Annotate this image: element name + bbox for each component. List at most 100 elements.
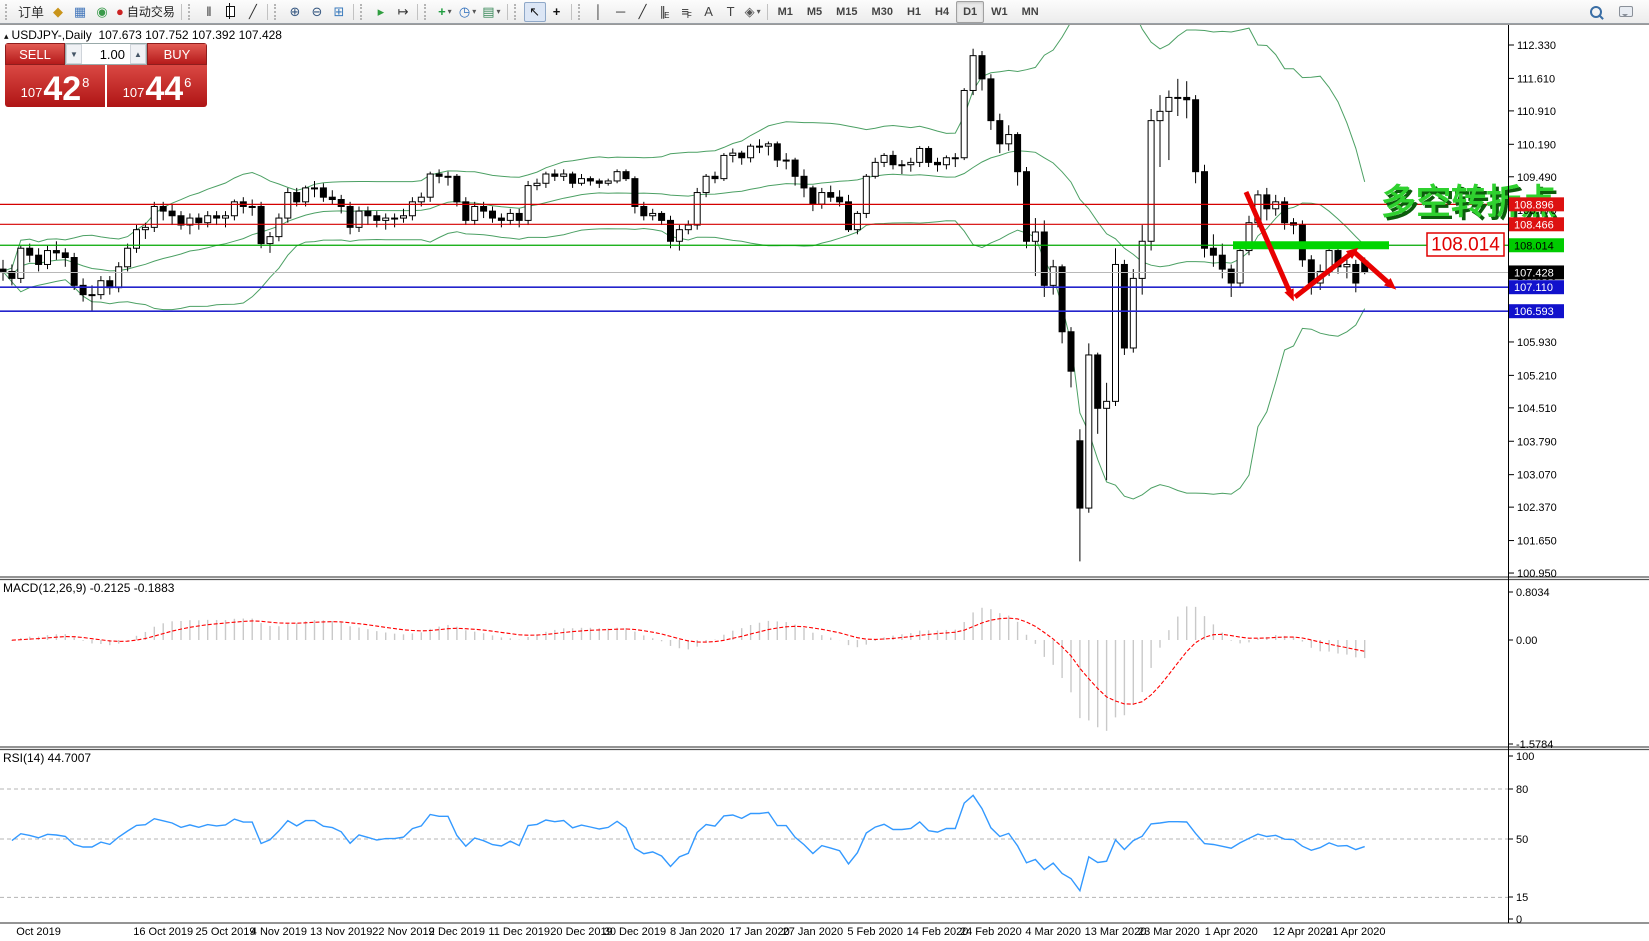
tile-windows-icon[interactable]: ⊞ <box>328 2 350 22</box>
candlestick-body <box>1103 400 1111 409</box>
fibonacci-icon[interactable]: ≡ F <box>681 4 692 20</box>
candlestick-body <box>79 284 87 296</box>
timeframe-button-d1[interactable]: D1 <box>956 0 985 23</box>
open-template-icon[interactable]: ◆ <box>47 2 69 22</box>
timeframe-button-m15[interactable]: M15 <box>836 5 858 18</box>
text-label-icon[interactable]: T <box>720 2 742 22</box>
candlestick-body <box>26 247 34 256</box>
candlestick-body <box>115 266 123 289</box>
arrow-styles-icon[interactable]: ◈ ▾ <box>744 3 761 19</box>
candlestick-body <box>773 143 781 161</box>
price-tag-label: 108.014 <box>1514 240 1554 252</box>
candlestick-body <box>907 161 915 166</box>
sell-price-display[interactable]: 107 42 8 <box>5 65 105 107</box>
trend-arrows[interactable] <box>1243 190 1397 302</box>
candlestick-body <box>631 178 639 207</box>
timeframe-button-mn[interactable]: MN <box>1021 5 1039 18</box>
buy-button[interactable]: BUY <box>147 43 207 65</box>
candlestick-body <box>1040 231 1048 286</box>
macd-indicator-label: MACD(12,26,9) -0.2125 -0.1883 <box>3 581 175 595</box>
trend-arrow-head <box>1284 288 1294 302</box>
buy-price-pip: 6 <box>184 75 192 90</box>
cursor-icon[interactable]: ↖ <box>523 1 546 22</box>
line-chart-icon[interactable]: ╱ <box>242 2 264 22</box>
horizontal-line-icon[interactable]: ─ <box>610 2 632 22</box>
trendline-icon[interactable]: ╱ <box>632 2 654 22</box>
price-axis-label: 101.650 <box>1517 536 1557 548</box>
zoom-out-icon: ⊖ <box>311 3 323 19</box>
candlestick-body <box>177 215 185 226</box>
new-order-button[interactable]: 订单 <box>18 5 45 20</box>
arrow-styles-icon: ◈ <box>744 3 755 19</box>
autotrading-button[interactable]: ● 自动交易 <box>116 4 175 19</box>
candlestick-body <box>8 270 16 279</box>
candlestick-body <box>1352 263 1360 284</box>
chat-icon[interactable] <box>1615 2 1637 22</box>
rsi-axis-label: 0 <box>1516 914 1522 926</box>
candlestick-body <box>622 171 630 180</box>
candlestick-body <box>1165 96 1173 112</box>
bar-chart-icon[interactable]: ‖ <box>198 2 220 22</box>
candlestick-body <box>613 171 621 182</box>
candlestick-body <box>61 252 69 259</box>
candlestick-body <box>586 178 594 182</box>
templates-icon[interactable]: ▤ ▾ <box>482 3 501 19</box>
indicators-icon: + <box>438 4 446 19</box>
trend-arrow-line[interactable] <box>1293 250 1355 299</box>
sell-price-pip: 8 <box>82 75 90 90</box>
open-template-icon: ◆ <box>53 3 64 19</box>
candlestick-body <box>827 192 835 198</box>
candlestick-body <box>782 159 790 162</box>
candlestick-body <box>444 175 452 178</box>
zoom-out-icon[interactable]: ⊖ <box>306 2 328 22</box>
zoom-in-icon[interactable]: ⊕ <box>284 2 306 22</box>
rsi-axis-label: 100 <box>1516 751 1534 763</box>
volume-increase-button[interactable]: ▲ <box>130 44 146 64</box>
timeframe-button-m1[interactable]: M1 <box>777 5 793 18</box>
candlestick-body <box>711 175 719 180</box>
timeframe-button-h4[interactable]: H4 <box>935 5 950 18</box>
candlestick-body <box>213 215 221 219</box>
timeframe-button-m5[interactable]: M5 <box>806 5 823 18</box>
volume-input[interactable]: 1.00 <box>99 46 125 62</box>
toolbar-separator <box>180 3 182 20</box>
trend-arrow-line[interactable] <box>1243 190 1294 297</box>
buy-price-base: 107 <box>122 85 145 100</box>
timeframe-button-w1[interactable]: W1 <box>991 5 1008 18</box>
candlestick-body <box>417 196 425 203</box>
rsi-indicator-label: RSI(14) 44.7007 <box>3 751 92 765</box>
timeframe-button-h1[interactable]: H1 <box>906 5 922 18</box>
volume-decrease-button[interactable]: ▼ <box>66 44 82 64</box>
charts-window-icon[interactable]: ▦ <box>69 2 91 22</box>
text-icon[interactable]: A <box>698 2 720 22</box>
date-axis-label: 24 Feb 2020 <box>960 926 1022 938</box>
price-tag-label: 107.428 <box>1514 267 1554 279</box>
channel-icon[interactable]: ∥ E <box>659 3 670 21</box>
templates-icon: ▤ <box>482 3 495 19</box>
price-tag-box[interactable] <box>1426 232 1505 257</box>
search-icon[interactable] <box>1585 2 1607 22</box>
candlestick-body <box>649 212 657 217</box>
chart-shift-icon[interactable]: ↦ <box>392 2 414 22</box>
candlestick-body <box>818 192 826 205</box>
support-zone-bar[interactable] <box>1233 241 1389 250</box>
trend-arrow-line[interactable] <box>1351 249 1393 287</box>
macd-axis-label: 0.00 <box>1516 635 1537 647</box>
candlestick-body <box>524 185 532 221</box>
vertical-line-icon[interactable]: │ <box>588 2 610 22</box>
auto-scroll-icon[interactable]: ▸ <box>370 2 392 22</box>
candlestick-body <box>462 201 470 221</box>
crosshair-icon[interactable]: + <box>546 2 568 22</box>
buy-price-display[interactable]: 107 44 6 <box>107 65 207 107</box>
indicators-icon[interactable]: + ▾ <box>438 4 452 19</box>
candlestick-body <box>853 212 861 231</box>
chart-plot-area[interactable] <box>0 25 1649 941</box>
sell-button[interactable]: SELL <box>5 43 65 65</box>
timeframe-button-m30[interactable]: M30 <box>871 5 893 18</box>
price-tag-label: 108.466 <box>1514 219 1554 231</box>
candlestick-chart-icon[interactable] <box>220 2 242 22</box>
periods-icon[interactable]: ◷ ▾ <box>458 3 477 19</box>
date-axis-label: Oct 2019 <box>16 926 61 938</box>
signal-icon[interactable]: ◉ <box>91 2 113 22</box>
